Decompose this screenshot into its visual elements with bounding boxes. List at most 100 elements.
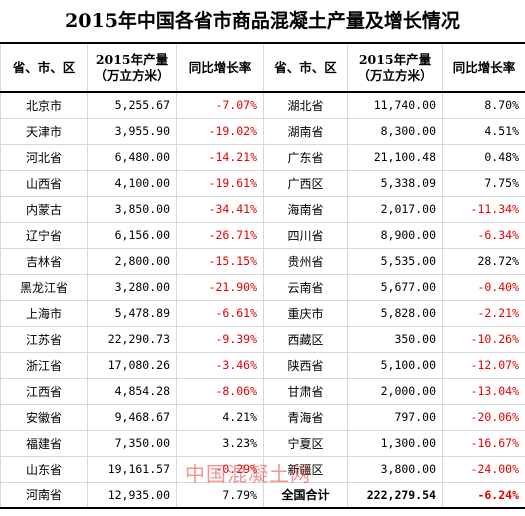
region-name-right: 甘肃省 <box>263 377 348 405</box>
growth-rate-right: 0.48% <box>442 143 525 171</box>
region-name-left: 黑龙江省 <box>0 273 88 301</box>
region-name-left: 内蒙古 <box>0 195 88 223</box>
production-value-left: 6,480.00 <box>87 143 177 171</box>
header-production-line1: 2015年产量 <box>95 51 169 67</box>
growth-rate-left: -21.90% <box>176 273 264 301</box>
production-value-left: 6,156.00 <box>87 221 177 249</box>
header-production-right: 2015年产量 （万立方米） <box>347 42 443 93</box>
growth-rate-right: 7.75% <box>442 169 525 197</box>
region-name-right: 重庆市 <box>263 299 348 327</box>
growth-rate-left: -19.02% <box>176 117 264 145</box>
table-row: 河北省 6,480.00 -14.21% 广东省 21,100.48 0.48% <box>0 143 525 171</box>
production-value-right: 8,900.00 <box>347 221 443 249</box>
growth-rate-right: 28.72% <box>442 247 525 275</box>
growth-rate-right: -11.34% <box>442 195 525 223</box>
production-value-left: 3,955.90 <box>87 117 177 145</box>
header-region-left: 省、市、区 <box>0 42 88 93</box>
region-name-right: 广东省 <box>263 143 348 171</box>
header-growth-right: 同比增长率 <box>442 42 525 93</box>
growth-rate-left: 3.23% <box>176 429 264 457</box>
table-row: 上海市 5,478.89 -6.61% 重庆市 5,828.00 -2.21% <box>0 299 525 327</box>
growth-rate-left: -7.07% <box>176 91 264 119</box>
production-table: 省、市、区 2015年产量 （万立方米） 同比增长率 省、市、区 2015年产量… <box>0 42 525 509</box>
table-row: 江西省 4,854.28 -8.06% 甘肃省 2,000.00 -13.04% <box>0 377 525 405</box>
production-value-right: 2,017.00 <box>347 195 443 223</box>
growth-rate-left: -6.61% <box>176 299 264 327</box>
production-value-left: 5,255.67 <box>87 91 177 119</box>
production-value-right: 1,300.00 <box>347 429 443 457</box>
region-name-left: 吉林省 <box>0 247 88 275</box>
growth-rate-left: -34.41% <box>176 195 264 223</box>
growth-rate-right: 8.70% <box>442 91 525 119</box>
production-value-right: 2,000.00 <box>347 377 443 405</box>
region-name-left: 辽宁省 <box>0 221 88 249</box>
growth-rate-left: -8.06% <box>176 377 264 405</box>
region-name-left: 天津市 <box>0 117 88 145</box>
region-name-left: 山西省 <box>0 169 88 197</box>
growth-rate-left: -3.46% <box>176 351 264 379</box>
growth-rate-left: -0.29% <box>176 455 264 483</box>
growth-rate-left: -19.61% <box>176 169 264 197</box>
production-value-right: 350.00 <box>347 325 443 353</box>
growth-rate-right: -20.06% <box>442 403 525 431</box>
region-name-left: 上海市 <box>0 299 88 327</box>
production-value-right: 5,677.00 <box>347 273 443 301</box>
header-production-line1: 2015年产量 <box>358 51 432 67</box>
production-value-left: 2,800.00 <box>87 247 177 275</box>
region-name-right: 青海省 <box>263 403 348 431</box>
header-growth-left: 同比增长率 <box>176 42 264 93</box>
production-value-left: 12,935.00 <box>87 481 177 509</box>
table-row: 北京市 5,255.67 -7.07% 湖北省 11,740.00 8.70% <box>0 91 525 119</box>
table-row: 天津市 3,955.90 -19.02% 湖南省 8,300.00 4.51% <box>0 117 525 145</box>
production-value-left: 5,478.89 <box>87 299 177 327</box>
production-value-left: 4,854.28 <box>87 377 177 405</box>
production-value-left: 3,850.00 <box>87 195 177 223</box>
region-name-right: 湖北省 <box>263 91 348 119</box>
production-value-right: 5,338.09 <box>347 169 443 197</box>
table-row: 安徽省 9,468.67 4.21% 青海省 797.00 -20.06% <box>0 403 525 431</box>
growth-rate-right: -12.07% <box>442 351 525 379</box>
region-name-right: 宁夏区 <box>263 429 348 457</box>
growth-rate-right: 4.51% <box>442 117 525 145</box>
region-name-left: 山东省 <box>0 455 88 483</box>
production-value-left: 19,161.57 <box>87 455 177 483</box>
page-title: 2015年中国各省市商品混凝土产量及增长情况 <box>65 10 460 32</box>
region-name-right: 云南省 <box>263 273 348 301</box>
region-name-right: 广西区 <box>263 169 348 197</box>
production-value-right: 11,740.00 <box>347 91 443 119</box>
production-value-right: 3,800.00 <box>347 455 443 483</box>
growth-rate-right: -16.67% <box>442 429 525 457</box>
growth-rate-right: -13.04% <box>442 377 525 405</box>
region-name-right: 新疆区 <box>263 455 348 483</box>
growth-rate-right: -10.26% <box>442 325 525 353</box>
region-name-left: 浙江省 <box>0 351 88 379</box>
production-value-right: 222,279.54 <box>347 481 443 509</box>
production-value-right: 797.00 <box>347 403 443 431</box>
table-row: 江苏省 22,290.73 -9.39% 西藏区 350.00 -10.26% <box>0 325 525 353</box>
region-name-left: 福建省 <box>0 429 88 457</box>
growth-rate-left: -26.71% <box>176 221 264 249</box>
table-row: 山东省 19,161.57 -0.29% 新疆区 3,800.00 -24.00% <box>0 455 525 483</box>
region-name-right: 西藏区 <box>263 325 348 353</box>
growth-rate-left: -15.15% <box>176 247 264 275</box>
production-value-left: 7,350.00 <box>87 429 177 457</box>
table-row: 山西省 4,100.00 -19.61% 广西区 5,338.09 7.75% <box>0 169 525 197</box>
growth-rate-right: -0.40% <box>442 273 525 301</box>
header-production-left: 2015年产量 （万立方米） <box>87 42 177 93</box>
table-body: 北京市 5,255.67 -7.07% 湖北省 11,740.00 8.70% 天津市 3,9… <box>0 91 525 509</box>
growth-rate-left: -9.39% <box>176 325 264 353</box>
production-value-left: 22,290.73 <box>87 325 177 353</box>
table-row: 内蒙古 3,850.00 -34.41% 海南省 2,017.00 -11.34% <box>0 195 525 223</box>
production-value-left: 4,100.00 <box>87 169 177 197</box>
region-name-right: 四川省 <box>263 221 348 249</box>
region-name-right: 湖南省 <box>263 117 348 145</box>
table-row: 浙江省 17,080.26 -3.46% 陕西省 5,100.00 -12.07% <box>0 351 525 379</box>
data-table-wrapper: 省、市、区 2015年产量 （万立方米） 同比增长率 省、市、区 2015年产量… <box>0 42 525 512</box>
production-value-right: 5,100.00 <box>347 351 443 379</box>
region-name-left: 江西省 <box>0 377 88 405</box>
region-name-left: 北京市 <box>0 91 88 119</box>
region-name-left: 河北省 <box>0 143 88 171</box>
header-region-right: 省、市、区 <box>263 42 348 93</box>
growth-rate-right: -24.00% <box>442 455 525 483</box>
production-value-left: 3,280.00 <box>87 273 177 301</box>
